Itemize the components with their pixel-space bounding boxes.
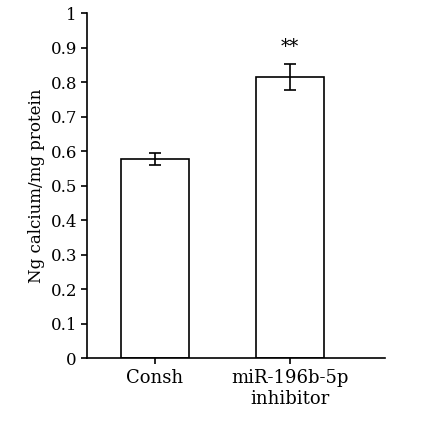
Y-axis label: Ng calcium/mg protein: Ng calcium/mg protein xyxy=(28,89,45,283)
Text: **: ** xyxy=(281,38,299,56)
Bar xyxy=(256,77,324,358)
Bar xyxy=(121,159,189,358)
